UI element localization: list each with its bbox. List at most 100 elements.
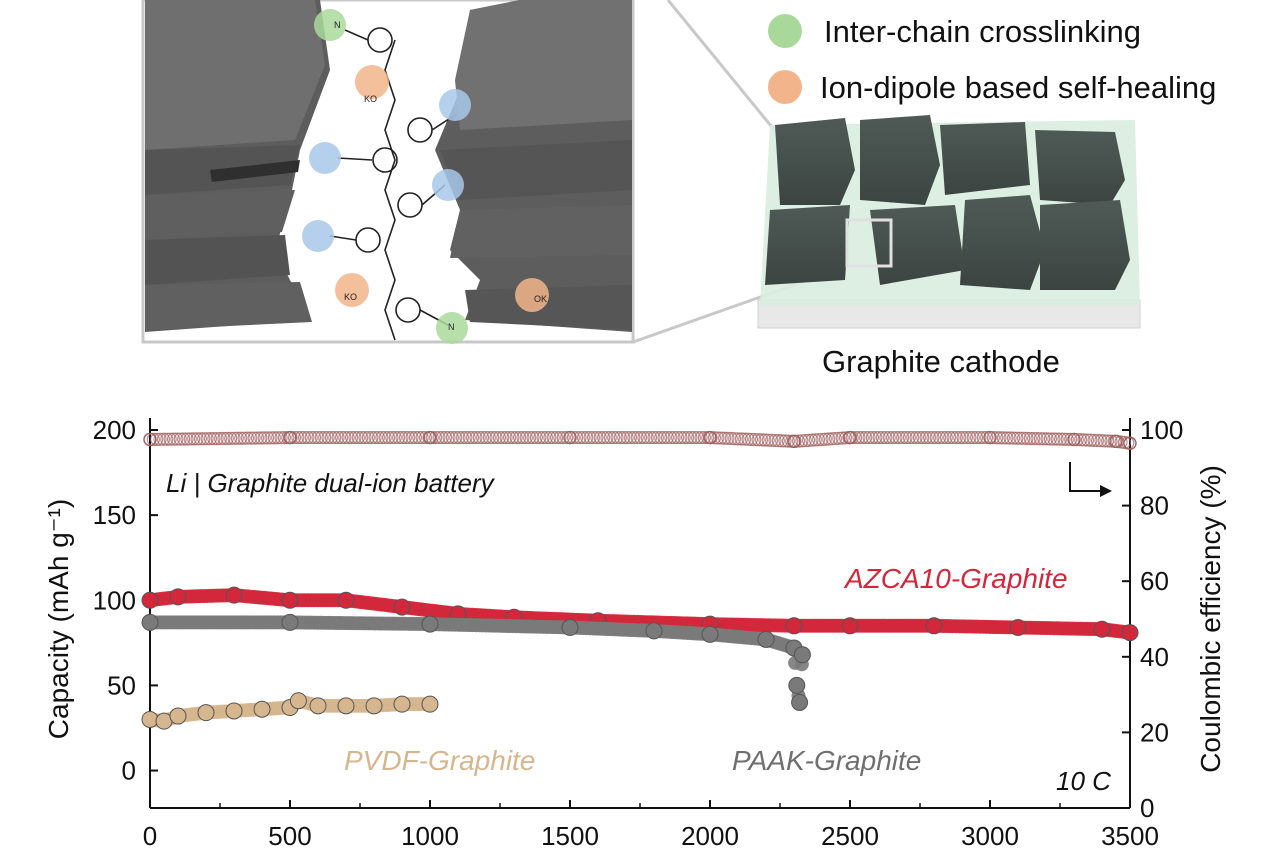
data-point	[393, 695, 411, 713]
chart-labels: 0 500 1000 1500 2000 2500 3000 3500050100150200…	[43, 415, 1226, 850]
data-point	[502, 430, 517, 445]
y-right-tick-label: 100	[1140, 415, 1183, 445]
data-point	[301, 430, 315, 445]
molecule-label-ko: KO	[344, 292, 357, 302]
data-point	[408, 430, 423, 445]
data-point	[697, 430, 712, 445]
data-point	[1070, 433, 1084, 447]
data-point	[801, 433, 816, 447]
data-point	[590, 430, 604, 445]
data-point	[843, 430, 857, 445]
data-point	[936, 430, 950, 445]
data-point	[421, 695, 439, 713]
data-point	[959, 430, 974, 445]
ion-dipole-bubble	[515, 278, 549, 312]
data-point	[261, 431, 275, 445]
data-point	[267, 431, 281, 445]
data-point	[707, 431, 722, 445]
data-point	[277, 431, 291, 445]
y-right-tick-label: 20	[1140, 717, 1169, 747]
data-point	[1006, 431, 1021, 445]
data-point	[452, 430, 466, 445]
amine-bubble	[439, 89, 471, 121]
data-point	[906, 430, 920, 445]
data-point	[418, 430, 433, 445]
data-point	[728, 432, 742, 446]
data-point	[328, 430, 342, 445]
data-point	[1064, 432, 1078, 446]
data-point	[976, 430, 990, 445]
data-point	[841, 617, 859, 635]
amine-bubble	[309, 142, 341, 174]
data-point	[546, 430, 560, 445]
data-point	[748, 432, 762, 447]
chart-points	[141, 430, 1139, 730]
data-point	[684, 430, 698, 445]
data-point	[835, 431, 849, 445]
molecule-label-n: N	[334, 20, 341, 30]
data-point	[613, 430, 628, 445]
data-point	[405, 430, 419, 445]
data-point	[553, 430, 567, 445]
data-point	[156, 432, 171, 446]
data-point	[365, 697, 383, 715]
data-point	[701, 625, 719, 643]
legend-label-self-healing: Ion-dipole based self-healing	[820, 70, 1217, 105]
data-point	[859, 430, 873, 445]
data-point	[1027, 431, 1041, 446]
data-point	[294, 430, 308, 445]
data-point	[442, 430, 456, 445]
data-point	[516, 430, 530, 445]
data-point	[1053, 432, 1068, 446]
data-point	[1010, 431, 1024, 445]
y-right-tick-label: 80	[1140, 491, 1169, 521]
data-point	[570, 430, 584, 445]
data-point	[889, 430, 903, 445]
data-point	[455, 430, 470, 445]
left-graphite-stack	[145, 0, 330, 332]
data-point	[892, 430, 906, 445]
data-point	[670, 430, 685, 445]
data-point	[969, 430, 984, 445]
data-point	[825, 432, 839, 446]
data-point	[341, 430, 355, 445]
data-point	[355, 430, 369, 445]
data-point	[650, 430, 664, 445]
data-point	[224, 431, 238, 445]
data-point	[210, 431, 224, 446]
right-graphite-stack	[435, 0, 632, 332]
data-point	[150, 432, 164, 446]
data-point	[778, 434, 792, 448]
data-point	[304, 430, 318, 445]
data-point	[798, 433, 812, 448]
data-point	[711, 431, 725, 445]
data-point	[916, 430, 930, 445]
data-point	[1067, 432, 1081, 447]
data-point	[318, 430, 332, 445]
data-point	[1100, 434, 1115, 448]
data-point	[445, 430, 459, 445]
data-point	[1040, 432, 1054, 446]
data-point	[250, 431, 265, 445]
series-coulombic-efficiency	[143, 430, 1137, 450]
data-point	[563, 430, 577, 445]
data-point	[492, 430, 507, 445]
data-point	[768, 433, 782, 448]
data-point	[909, 430, 923, 445]
schematic-illustration: KO KO OK N N	[0, 0, 1280, 390]
data-point	[476, 430, 490, 445]
molecule-label-n: N	[448, 322, 455, 332]
data-point	[694, 430, 708, 445]
data-point	[633, 430, 648, 445]
data-point	[986, 431, 1000, 445]
data-point	[664, 430, 678, 445]
x-tick-label: 2000	[681, 821, 739, 850]
data-point	[283, 430, 297, 445]
data-point	[499, 430, 513, 445]
data-point	[338, 430, 352, 445]
right-axis-arrowhead	[1100, 485, 1112, 497]
amine-bubble	[302, 220, 334, 252]
series-label: AZCA10-Graphite	[843, 563, 1068, 594]
data-point	[764, 433, 779, 447]
data-point	[402, 430, 416, 445]
